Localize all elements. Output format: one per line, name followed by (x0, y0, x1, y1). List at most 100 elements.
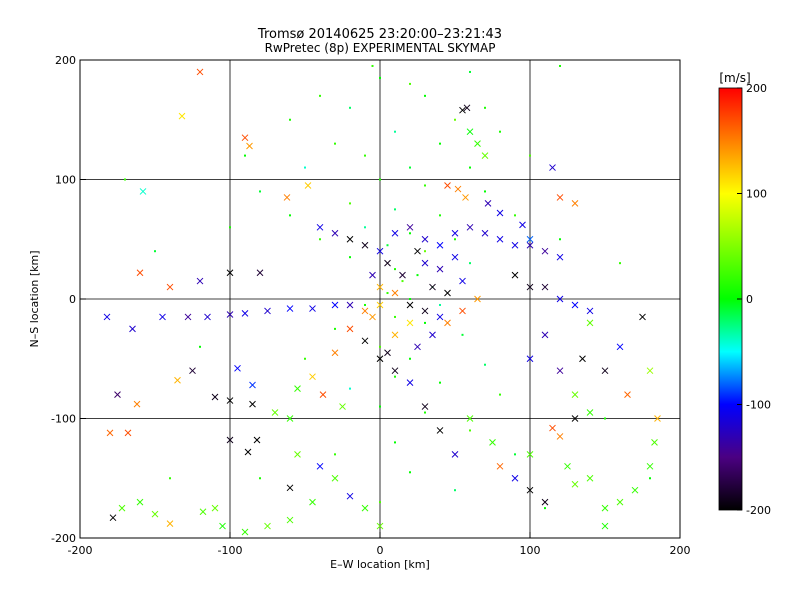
data-point-cross (219, 522, 226, 530)
data-point-dot (229, 226, 231, 229)
data-point-cross (346, 492, 354, 500)
data-point-dot (424, 94, 426, 97)
data-point-dot (349, 256, 351, 259)
data-point-dot (349, 106, 351, 109)
data-point-cross (174, 376, 181, 384)
data-point-dot (484, 106, 486, 109)
data-point-dot (649, 477, 651, 480)
y-tick-label: 100 (55, 174, 76, 187)
data-point-dot (409, 82, 411, 85)
data-point-dot (199, 345, 201, 348)
data-point-cross (541, 247, 549, 255)
data-point-cross (601, 504, 609, 512)
y-axis-label: N–S location [km] (28, 250, 41, 347)
data-point-dot (424, 250, 426, 253)
data-point-cross (436, 265, 444, 273)
data-point-cross (226, 311, 234, 318)
data-point-cross (646, 462, 654, 470)
data-point-cross (496, 235, 504, 243)
data-point-cross (489, 439, 496, 446)
data-point-cross (399, 271, 406, 279)
data-point-cross (526, 235, 534, 243)
data-point-cross (421, 403, 429, 410)
data-point-dot (386, 244, 389, 247)
data-point-dot (544, 507, 546, 510)
data-point-cross (414, 343, 421, 351)
data-point-dot (439, 214, 441, 217)
data-point-cross (414, 247, 421, 255)
data-point-dot (529, 154, 531, 157)
data-point-cross (564, 462, 571, 470)
data-point-cross (286, 484, 294, 492)
data-point-dot (394, 208, 396, 211)
data-point-cross (133, 400, 141, 408)
data-point-cross (109, 514, 117, 522)
data-point-cross (556, 295, 564, 303)
data-point-dot (439, 381, 441, 384)
data-point-cross (474, 295, 481, 303)
data-point-cross (571, 480, 579, 488)
data-point-cross (646, 367, 654, 375)
data-point-dot (454, 238, 456, 241)
data-point-cross (294, 385, 301, 392)
data-point-dot (514, 214, 516, 217)
data-point-cross (286, 516, 294, 524)
data-point-cross (124, 429, 132, 437)
data-point-cross (429, 331, 436, 339)
data-point-dot (289, 214, 291, 217)
colorbar-tick-label: 100 (746, 188, 767, 201)
data-point-cross (459, 277, 466, 285)
data-point-cross (496, 462, 504, 470)
data-point-cross (474, 140, 481, 148)
data-point-dot (289, 118, 291, 121)
data-point-cross (283, 194, 291, 201)
data-point-cross (451, 450, 459, 458)
data-point-cross (436, 313, 444, 321)
data-point-cross (241, 309, 249, 317)
data-point-dot (409, 357, 411, 360)
data-point-cross (346, 325, 354, 333)
data-point-cross (361, 241, 369, 249)
data-point-dot (394, 130, 396, 133)
data-point-dot (371, 64, 374, 67)
data-point-cross (639, 313, 646, 321)
data-point-cross (309, 498, 316, 506)
data-point-cross (226, 269, 234, 277)
chart-subtitle: RwPretec (8p) EXPERIMENTAL SKYMAP (265, 41, 496, 55)
data-point-dot (439, 142, 441, 145)
y-tick-label: 200 (55, 54, 76, 67)
data-point-dot (469, 70, 471, 73)
data-point-cross (624, 391, 631, 398)
data-point-cross (331, 301, 339, 309)
data-point-cross (616, 343, 624, 351)
data-point-cross (264, 522, 271, 530)
data-point-dot (334, 142, 336, 145)
data-point-dot (394, 441, 396, 444)
data-point-dot (469, 166, 471, 169)
data-point-cross (406, 379, 414, 387)
data-point-cross (481, 152, 489, 159)
x-tick-label: 0 (377, 544, 384, 557)
data-point-cross (139, 188, 147, 195)
data-point-cross (651, 439, 658, 446)
data-point-cross (376, 247, 384, 255)
data-point-cross (246, 142, 253, 150)
data-point-cross (309, 373, 316, 381)
data-point-cross (136, 498, 144, 506)
data-point-cross (256, 269, 264, 277)
data-point-cross (511, 241, 519, 249)
data-point-cross (526, 450, 534, 458)
data-point-cross (484, 200, 492, 207)
data-point-cross (196, 277, 204, 285)
data-point-cross (361, 504, 369, 512)
data-point-cross (571, 415, 579, 422)
data-point-dot (379, 405, 381, 408)
data-point-cross (631, 486, 639, 494)
data-point-dot (379, 345, 381, 348)
chart-title: Tromsø 20140625 23:20:00–23:21:43 (257, 27, 502, 42)
data-point-cross (436, 427, 444, 434)
colorbar-tick-label: 200 (746, 82, 767, 95)
data-point-dot (244, 154, 246, 157)
data-points (103, 64, 661, 536)
x-tick-label: 200 (670, 544, 691, 557)
